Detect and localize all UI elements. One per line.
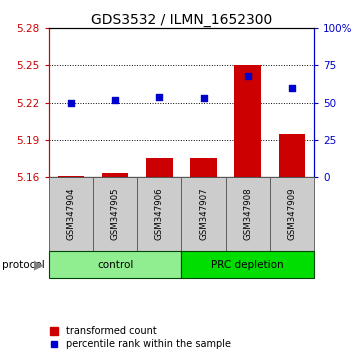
Text: GSM347909: GSM347909 bbox=[287, 188, 296, 240]
Point bbox=[156, 94, 162, 99]
Point bbox=[112, 97, 118, 103]
Text: ▶: ▶ bbox=[34, 258, 43, 271]
Text: GSM347906: GSM347906 bbox=[155, 188, 164, 240]
Bar bbox=[190, 159, 217, 177]
Bar bbox=[57, 176, 84, 177]
Text: GSM347907: GSM347907 bbox=[199, 188, 208, 240]
Title: GDS3532 / ILMN_1652300: GDS3532 / ILMN_1652300 bbox=[91, 13, 272, 27]
Legend: transformed count, percentile rank within the sample: transformed count, percentile rank withi… bbox=[50, 326, 231, 349]
Text: control: control bbox=[97, 259, 133, 270]
Text: protocol: protocol bbox=[2, 259, 44, 270]
Text: GSM347904: GSM347904 bbox=[66, 188, 75, 240]
Point bbox=[68, 100, 74, 105]
Bar bbox=[235, 65, 261, 177]
Point bbox=[201, 95, 206, 101]
Point bbox=[245, 73, 251, 79]
Bar bbox=[146, 159, 173, 177]
Point bbox=[289, 85, 295, 91]
Text: GSM347908: GSM347908 bbox=[243, 188, 252, 240]
Text: PRC depletion: PRC depletion bbox=[212, 259, 284, 270]
Text: GSM347905: GSM347905 bbox=[110, 188, 119, 240]
Bar bbox=[102, 173, 129, 177]
Bar bbox=[279, 133, 305, 177]
